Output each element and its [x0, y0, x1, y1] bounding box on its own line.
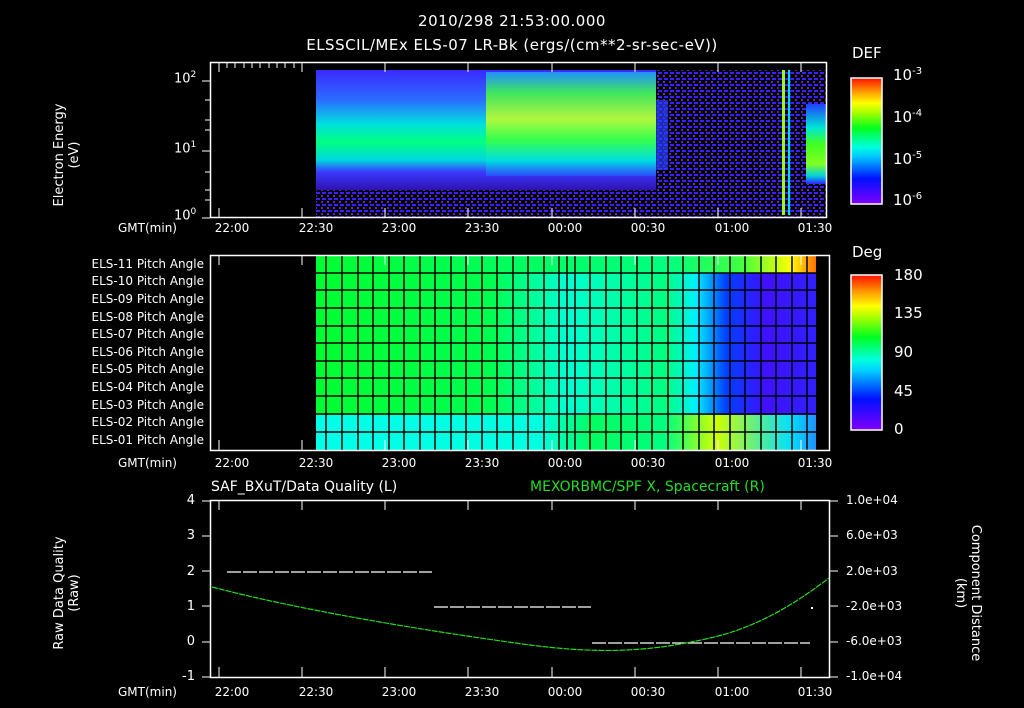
p1-tick: 01:00 [714, 221, 750, 235]
p3-tick: 22:30 [298, 685, 334, 699]
left-tick: 4 [186, 493, 195, 508]
p3-tick: 00:30 [630, 685, 666, 699]
pitch-row-label: ELS-02 Pitch Angle [91, 415, 204, 429]
plot-timestamp: 2010/298 21:53:00.000 [418, 12, 606, 30]
cbar-tick: 180 [894, 266, 923, 284]
cbar-tick: 135 [894, 304, 923, 322]
plot-subtitle: ELSSCIL/MEx ELS-07 LR-Bk (ergs/(cm**2-sr… [306, 36, 718, 54]
pitch-row-label: ELS-07 Pitch Angle [91, 327, 204, 341]
p3-gmt-label: GMT(min) [118, 685, 177, 699]
p2-tick: 22:30 [298, 456, 334, 470]
right-tick: -2.0e+03 [846, 599, 903, 613]
left-tick: 0 [186, 634, 195, 649]
p3-tick: 23:30 [464, 685, 500, 699]
p2-tick: 00:30 [630, 456, 666, 470]
ytick-10: 101 [174, 140, 197, 157]
p2-gmt-label: GMT(min) [118, 456, 177, 470]
p1-tick: 01:30 [797, 221, 833, 235]
left-tick: -1 [182, 669, 195, 684]
p1-tick: 23:00 [381, 221, 417, 235]
p2-tick: 23:30 [464, 456, 500, 470]
cbar-tick: 90 [894, 343, 914, 361]
right-tick: -1.0e+04 [846, 669, 903, 683]
pitch-row-label: ELS-06 Pitch Angle [91, 345, 204, 359]
p3-tick: 01:30 [797, 685, 833, 699]
right-tick: -6.0e+03 [846, 634, 903, 648]
pitch-row-label: ELS-03 Pitch Angle [91, 398, 204, 412]
pitch-row-label: ELS-01 Pitch Angle [91, 433, 204, 447]
p2-tick: 22:00 [214, 456, 250, 470]
deg-colorbar-title: Deg [852, 243, 883, 261]
right-tick: 6.0e+03 [846, 528, 898, 542]
cbar-tick: 10-3 [893, 66, 923, 84]
ytick-1: 100 [174, 207, 197, 224]
ytick-100: 102 [174, 70, 197, 87]
left-tick: 2 [186, 564, 195, 579]
left-tick: 3 [186, 528, 195, 543]
p1-tick: 00:00 [547, 221, 583, 235]
cbar-tick: 45 [894, 382, 914, 400]
p1-tick: 23:30 [464, 221, 500, 235]
quality-right-ylabel: Component Distance (km) [953, 524, 983, 662]
quality-left-title: SAF_BXuT/Data Quality (L) [211, 479, 398, 495]
def-colorbar-title: DEF [852, 44, 882, 62]
p2-tick: 23:00 [381, 456, 417, 470]
pitch-row-label: ELS-08 Pitch Angle [91, 310, 204, 324]
p2-tick: 01:30 [797, 456, 833, 470]
cbar-tick: 0 [894, 420, 904, 438]
p3-tick: 00:00 [547, 685, 583, 699]
p1-gmt-label: GMT(min) [118, 221, 177, 235]
quality-left-ylabel: Raw Data Quality (Raw) [52, 536, 82, 650]
pitch-row-label: ELS-11 Pitch Angle [91, 257, 204, 271]
pitch-row-label: ELS-09 Pitch Angle [91, 292, 204, 306]
cbar-tick: 10-6 [893, 191, 923, 209]
pitch-row-label: ELS-05 Pitch Angle [91, 362, 204, 376]
pitch-row-label: ELS-04 Pitch Angle [91, 380, 204, 394]
p2-tick: 01:00 [714, 456, 750, 470]
p3-tick: 22:00 [214, 685, 250, 699]
p3-tick: 01:00 [714, 685, 750, 699]
cbar-tick: 10-5 [893, 150, 923, 168]
p1-tick: 00:30 [630, 221, 666, 235]
right-tick: 2.0e+03 [846, 564, 898, 578]
right-tick: 1.0e+04 [846, 493, 898, 507]
pitch-row-label: ELS-10 Pitch Angle [91, 274, 204, 288]
left-tick: 1 [186, 599, 195, 614]
cbar-tick: 10-4 [893, 108, 923, 126]
p3-tick: 23:00 [381, 685, 417, 699]
p1-tick: 22:30 [298, 221, 334, 235]
p1-tick: 22:00 [214, 221, 250, 235]
p2-tick: 00:00 [547, 456, 583, 470]
quality-right-title: MEXORBMC/SPF X, Spacecraft (R) [530, 479, 765, 495]
